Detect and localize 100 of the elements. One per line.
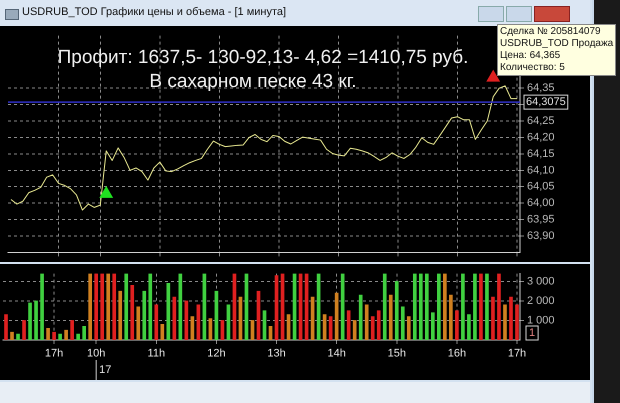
- bar: [190, 316, 194, 340]
- x-tick-label: 17h: [44, 348, 64, 360]
- bar: [455, 310, 459, 340]
- bar: [226, 304, 230, 340]
- bar: [34, 300, 38, 340]
- bar: [88, 274, 92, 340]
- bar: [58, 334, 62, 340]
- bar: [130, 284, 134, 340]
- bar: [76, 334, 80, 340]
- bar: [280, 274, 284, 340]
- bar: [178, 274, 182, 340]
- bar: [364, 304, 369, 340]
- annotation: Цена: 64,365: [500, 50, 562, 62]
- bar: [304, 274, 308, 340]
- bar: [298, 274, 302, 340]
- x-tick-label: 15h: [388, 348, 406, 360]
- annotation: USDRUB_TOD Продажа: [500, 38, 614, 50]
- annotation: Сделка № 205814079: [500, 26, 602, 38]
- bar: [358, 294, 363, 340]
- bar: [214, 290, 218, 340]
- bar: [286, 314, 290, 340]
- bar: [431, 312, 435, 340]
- bar: [136, 306, 140, 340]
- bar: [467, 314, 471, 340]
- bar: [509, 296, 513, 340]
- y-tick-label: 63,90: [527, 230, 555, 242]
- bar: [340, 274, 344, 340]
- bar: [437, 274, 441, 340]
- bar: [443, 274, 447, 340]
- bar: [238, 296, 242, 340]
- bar: [40, 274, 44, 340]
- ref-line-label: 64,3075: [526, 96, 566, 108]
- bar: [142, 290, 146, 340]
- bar: [100, 274, 104, 340]
- bar: [491, 296, 495, 340]
- bar: [394, 281, 399, 340]
- bar: [16, 334, 20, 340]
- x-tick-label: 11h: [148, 348, 166, 360]
- x-tick-label: 14h: [327, 348, 346, 360]
- bar: [461, 274, 465, 340]
- bar: [418, 274, 423, 340]
- bar: [449, 294, 453, 340]
- y-tick-label: 64,10: [527, 164, 555, 176]
- x-tick-label: 16h: [448, 348, 466, 360]
- x-tick-label: 13h: [267, 348, 286, 360]
- bar: [473, 274, 477, 340]
- bar: [310, 296, 314, 340]
- bar: [106, 274, 110, 340]
- bar: [160, 324, 164, 340]
- annotation: В сахарном песке 43 кг.: [149, 70, 357, 92]
- y-tick-label: 64,20: [527, 131, 555, 144]
- y-tick-label: 64,05: [527, 180, 555, 193]
- bar: [220, 320, 224, 340]
- bar: [112, 274, 116, 340]
- bar: [118, 290, 122, 340]
- x-tick-label: 12h: [207, 348, 226, 360]
- bar: [400, 306, 405, 340]
- bar: [503, 304, 507, 340]
- y-tick-label: 64,35: [527, 82, 555, 94]
- bar: [124, 274, 128, 340]
- bar: [202, 274, 206, 340]
- chart-title: USDRUB_TOD Графики цены и объема - [1 минута]: [22, 6, 286, 18]
- bar: [10, 332, 14, 340]
- annotation: Количество: 5: [500, 62, 566, 74]
- bar: [328, 316, 332, 340]
- bar: [352, 320, 357, 340]
- bar: [370, 316, 375, 340]
- bar: [184, 300, 188, 340]
- bar: [244, 274, 248, 340]
- bar: [82, 326, 86, 340]
- bar: [196, 304, 200, 340]
- bar: [262, 310, 266, 340]
- bar: [376, 310, 381, 340]
- bar: [424, 274, 429, 340]
- bar: [256, 290, 260, 340]
- bar: [52, 332, 56, 340]
- bar: [388, 294, 393, 340]
- bar: [316, 274, 320, 340]
- x-tick-label: 17h: [508, 348, 526, 360]
- bar: [497, 274, 501, 340]
- bar: [166, 283, 170, 340]
- bar: [4, 314, 8, 340]
- text: 1: [529, 327, 536, 340]
- bar: [232, 274, 236, 340]
- bar: [292, 274, 296, 340]
- bar: [515, 304, 519, 340]
- y-tick-label: 64,00: [527, 197, 555, 210]
- bar: [412, 274, 417, 340]
- bar: [46, 328, 50, 340]
- bar: [70, 320, 74, 340]
- y-tick-label: 64,15: [527, 148, 555, 160]
- bar: [64, 330, 68, 340]
- bar: [268, 326, 272, 340]
- y-tick-label: 2 000: [527, 294, 555, 307]
- bar: [485, 274, 489, 340]
- annotation: Профит: 1637,5- 130-92,13- 4,62 =1410,75 руб.: [58, 46, 468, 68]
- x-tick-label: 10h: [87, 348, 106, 360]
- bar: [22, 320, 26, 340]
- text: 17: [99, 364, 112, 376]
- bar: [334, 292, 338, 340]
